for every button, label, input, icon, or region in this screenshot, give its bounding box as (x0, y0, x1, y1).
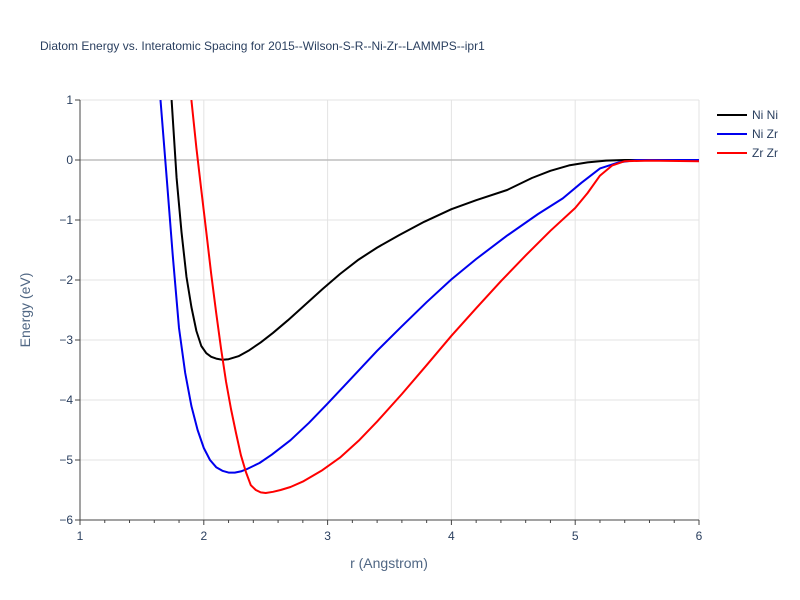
x-tick-labels: 1 2 3 4 5 6 (77, 529, 703, 543)
axes (75, 99, 700, 525)
x-axis-label: r (Angstrom) (350, 555, 428, 571)
y-tick-label: −3 (59, 333, 73, 347)
y-tick-label: −6 (59, 513, 73, 527)
series-lines (159, 100, 699, 494)
legend-item-ni-zr[interactable]: Ni Zr (717, 127, 778, 141)
x-tick-label: 2 (200, 529, 207, 543)
legend-label: Ni Ni (752, 108, 778, 122)
x-tick-label: 1 (77, 529, 84, 543)
y-tick-label: −5 (59, 453, 73, 467)
y-tick-label: 1 (66, 93, 73, 107)
x-tick-label: 3 (324, 529, 331, 543)
y-axis-label: Energy (eV) (17, 273, 33, 348)
y-tick-labels: 1 0 −1 −2 −3 −4 −5 −6 (59, 93, 73, 527)
legend-label: Zr Zr (752, 146, 778, 160)
x-tick-label: 4 (448, 529, 455, 543)
series-line-ni-zr (159, 100, 699, 474)
legend[interactable]: Ni Ni Ni Zr Zr Zr (717, 108, 778, 160)
y-tick-label: −1 (59, 213, 73, 227)
legend-item-zr-zr[interactable]: Zr Zr (717, 146, 778, 160)
x-tick-label: 6 (696, 529, 703, 543)
grid (80, 99, 700, 520)
y-tick-label: −4 (59, 393, 73, 407)
series-line-zr-zr (190, 100, 699, 494)
y-tick-label: 0 (66, 153, 73, 167)
chart-title: Diatom Energy vs. Interatomic Spacing fo… (40, 39, 485, 53)
series-line-ni-ni (170, 100, 699, 361)
y-tick-label: −2 (59, 273, 73, 287)
legend-item-ni-ni[interactable]: Ni Ni (717, 108, 778, 122)
legend-label: Ni Zr (752, 127, 778, 141)
x-tick-label: 5 (572, 529, 579, 543)
